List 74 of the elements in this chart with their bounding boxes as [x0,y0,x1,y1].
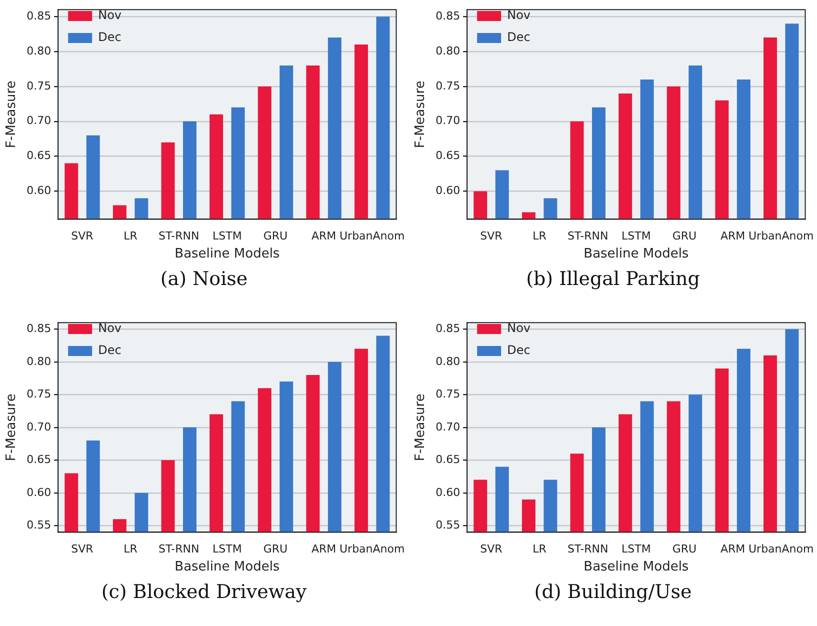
y-tick-label: 0.60 [26,184,52,198]
y-tick-label: 0.70 [436,420,460,434]
y-tick-label: 0.70 [26,114,52,128]
legend-label: Nov [507,321,531,336]
x-tick-label: ARM [311,542,336,556]
x-axis-title: Baseline Models [584,560,689,575]
x-tick-label: LSTM [212,542,242,556]
y-tick-label: 0.70 [436,114,460,128]
y-tick-label: 0.85 [26,9,52,22]
y-tick-label: 0.75 [26,79,52,92]
x-tick-label: ST-RNN [567,230,608,243]
x-tick-label: LSTM [212,230,242,243]
y-tick-label: 0.75 [436,388,460,401]
x-tick-label: LR [124,230,138,243]
y-axis-title: F-Measure [4,394,20,462]
x-tick-label: LR [532,230,547,243]
legend-label: Dec [98,30,122,44]
y-tick-label: 0.80 [26,354,52,368]
y-tick-label: 0.75 [436,79,460,92]
x-axis-title: Baseline Models [174,560,280,575]
x-tick-label: LSTM [622,230,651,243]
x-tick-label: UrbanAnom [748,230,814,243]
x-tick-label: SVR [71,230,94,243]
x-tick-label: GRU [263,542,288,556]
x-tick-label: ST-RNN [158,542,200,556]
x-tick-label: GRU [672,542,697,556]
x-tick-label: ARM [311,230,336,243]
legend-label: Nov [507,8,531,22]
legend-label: Nov [98,321,122,336]
legend-label: Dec [507,30,530,44]
x-tick-label: UrbanAnom [340,542,405,556]
x-tick-label: ARM [720,542,746,556]
y-tick-label: 0.75 [26,388,52,401]
x-tick-label: ST-RNN [158,230,200,243]
y-tick-label: 0.85 [436,322,460,336]
x-tick-label: GRU [263,230,288,243]
x-tick-label: ST-RNN [567,542,608,556]
y-tick-label: 0.55 [436,518,460,532]
y-axis-title: F-Measure [413,80,428,148]
y-tick-label: 0.65 [26,149,52,162]
y-tick-label: 0.60 [26,486,52,499]
y-axis-title: F-Measure [413,394,428,462]
text: (d) Building/Use [533,581,693,603]
y-tick-label: 0.60 [436,184,460,198]
y-tick-label: 0.65 [436,149,460,162]
text: (b) Illegal Parking [525,268,701,290]
x-tick-label: GRU [672,230,697,243]
y-tick-label: 0.65 [26,453,52,466]
text: (c) Blocked Driveway [100,581,308,603]
y-axis-title: F-Measure [4,80,20,148]
x-tick-label: SVR [480,230,503,243]
y-tick-label: 0.80 [436,44,460,58]
x-tick-label: ARM [720,230,746,243]
x-axis-title: Baseline Models [174,246,280,262]
y-tick-label: 0.85 [26,322,52,336]
x-tick-label: LR [532,542,547,556]
y-tick-label: 0.60 [436,486,460,499]
x-axis-title: Baseline Models [584,246,689,262]
y-tick-label: 0.85 [436,9,460,22]
x-tick-label: UrbanAnom [748,542,814,556]
x-tick-label: SVR [480,542,503,556]
y-tick-label: 0.80 [26,44,52,58]
x-tick-label: SVR [71,542,94,556]
legend-label: Dec [507,343,530,358]
x-tick-label: UrbanAnom [340,230,405,243]
x-tick-label: LSTM [622,542,651,556]
legend-label: Dec [98,343,122,358]
y-tick-label: 0.55 [26,518,52,532]
y-tick-label: 0.65 [436,453,460,466]
text: (a) Noise [159,268,249,290]
x-tick-label: LR [124,542,138,556]
y-tick-label: 0.80 [436,354,460,368]
y-tick-label: 0.70 [26,420,52,434]
legend-label: Nov [98,8,122,22]
